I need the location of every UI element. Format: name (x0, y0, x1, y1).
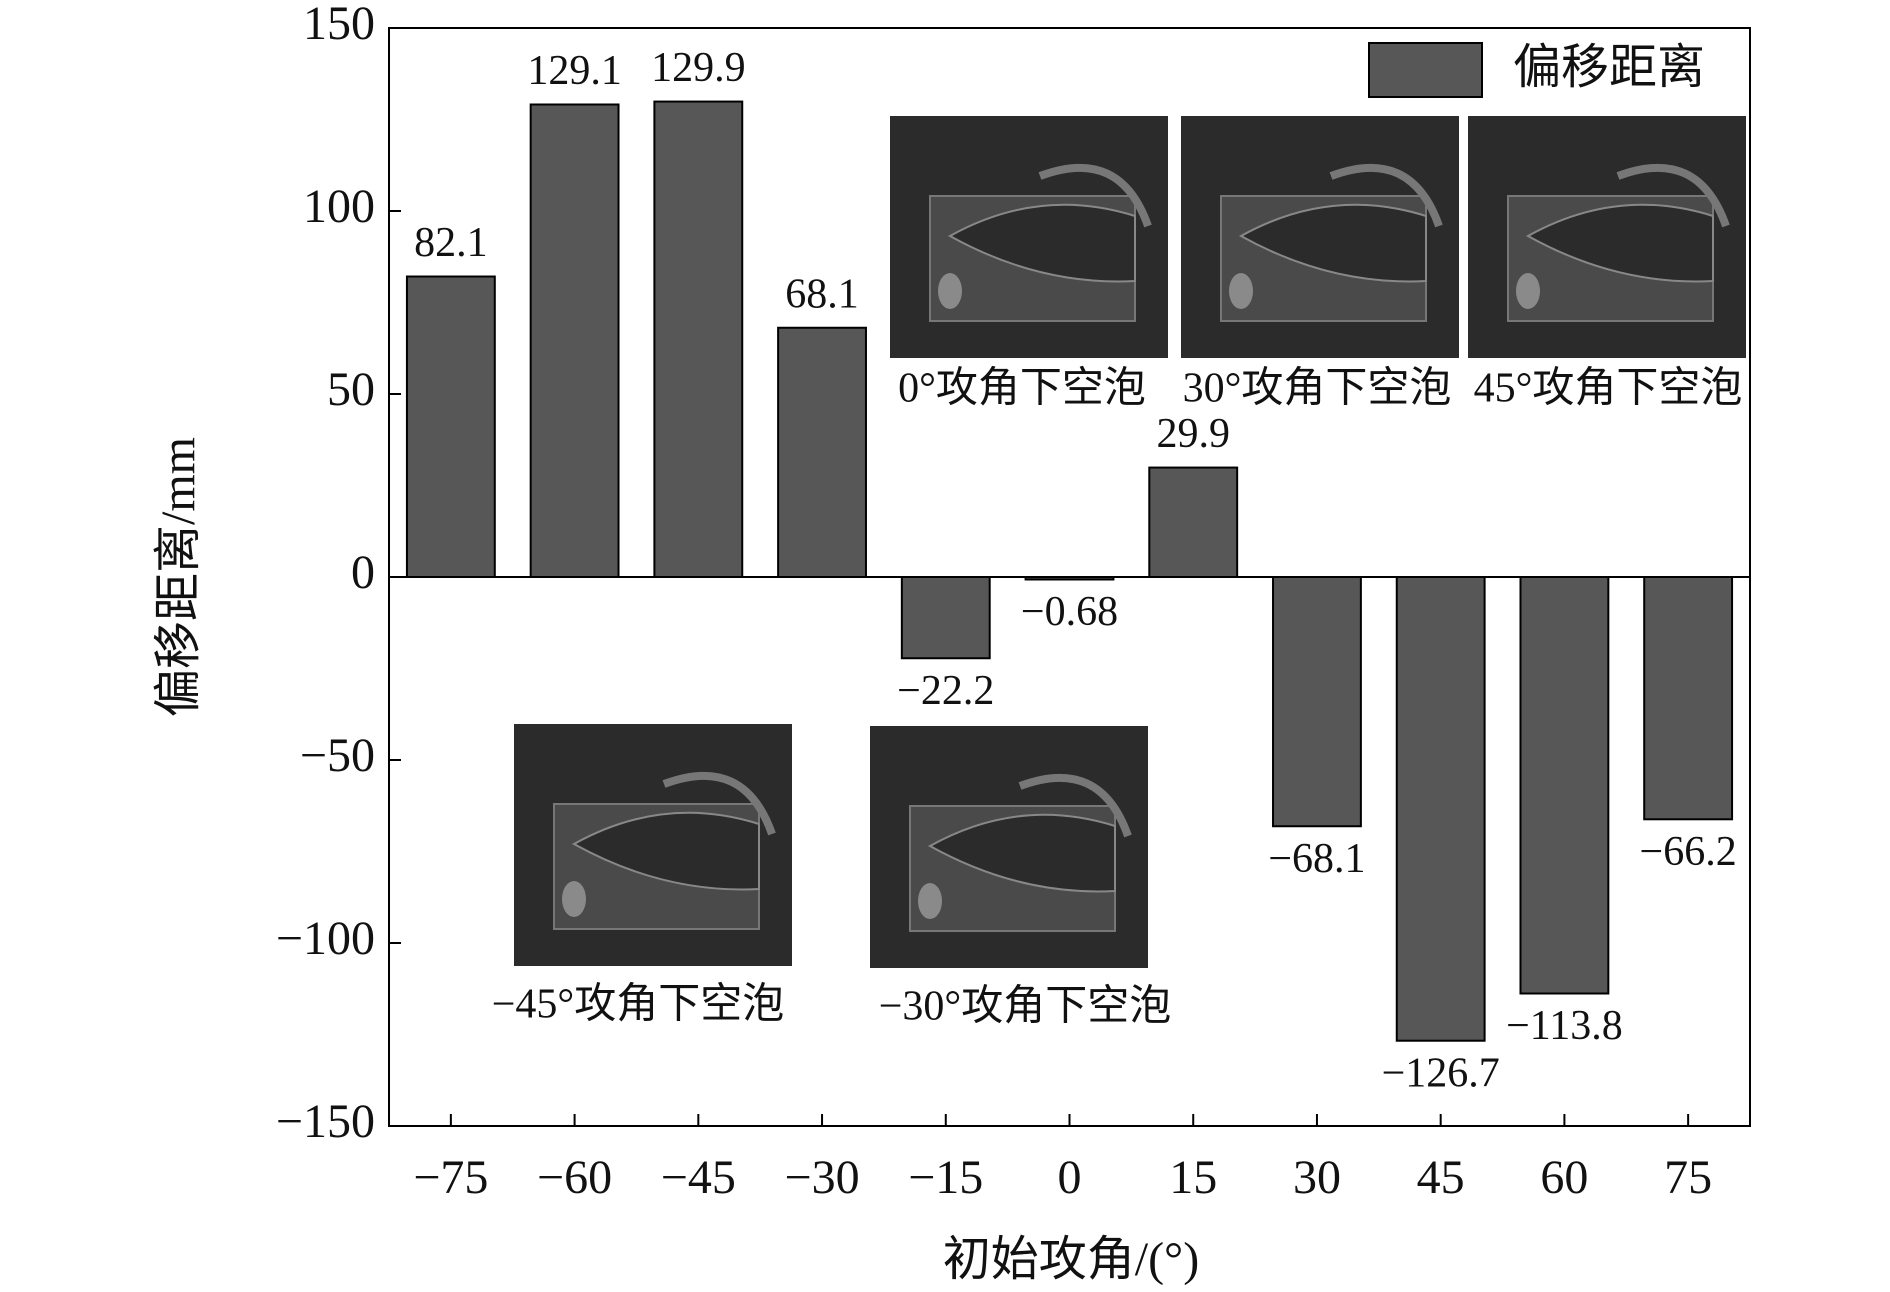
x-tick-label: −75 (413, 1151, 488, 1204)
value-label: 129.1 (527, 48, 622, 94)
cavity-hollow (1238, 203, 1427, 283)
x-tick-label: 30 (1293, 1151, 1341, 1204)
cavity-tail (1038, 163, 1152, 228)
y-tick-label: −150 (276, 1095, 375, 1148)
cavity-spot (918, 883, 942, 919)
y-tick-label: −50 (300, 729, 375, 782)
inset-caption: −45°攻角下空泡 (492, 981, 784, 1028)
cavity-spot (1516, 273, 1540, 309)
bar (1272, 576, 1362, 828)
inset-caption: 30°攻角下空泡 (1183, 365, 1452, 412)
x-tick-label: −60 (537, 1151, 612, 1204)
x-tick-label: 60 (1540, 1151, 1588, 1204)
bar (529, 103, 620, 579)
value-label: 82.1 (414, 220, 488, 266)
value-label: −113.8 (1506, 1003, 1623, 1049)
value-label: 68.1 (785, 271, 859, 317)
value-label: 29.9 (1156, 411, 1230, 457)
cavity-tail (662, 771, 776, 836)
x-tick-label: 75 (1664, 1151, 1712, 1204)
bar (1519, 576, 1610, 995)
cavity-spot (562, 881, 586, 917)
value-label: −66.2 (1640, 829, 1737, 875)
bar (1148, 466, 1239, 579)
inset-image (890, 116, 1168, 358)
legend-label: 偏移距离 (1513, 41, 1705, 94)
bar (900, 576, 991, 660)
inset-image (870, 726, 1148, 968)
legend-swatch (1368, 42, 1483, 98)
inset-caption: −30°攻角下空泡 (879, 983, 1171, 1030)
bar (777, 326, 867, 578)
cavity-tail (1616, 163, 1730, 228)
x-tick-label: 0 (1058, 1151, 1082, 1204)
inset-image (1468, 116, 1746, 358)
y-axis-title: 偏移距离/mm (152, 437, 205, 717)
cavity-spot (1229, 273, 1253, 309)
inset-caption: 0°攻角下空泡 (898, 365, 1146, 412)
cavity-tail (1018, 773, 1132, 838)
value-label: −126.7 (1382, 1050, 1500, 1096)
bar (405, 275, 496, 578)
cavity-tail (1329, 163, 1443, 228)
bar (1395, 576, 1486, 1042)
inset-caption: 45°攻角下空泡 (1474, 365, 1743, 412)
inset-image (514, 724, 792, 966)
cavity-spot (938, 273, 962, 309)
bar (653, 100, 744, 578)
x-tick-label: −15 (908, 1151, 983, 1204)
x-tick-label: 45 (1417, 1151, 1465, 1204)
value-label: −0.68 (1021, 589, 1118, 635)
bar (1643, 576, 1734, 821)
inset-image (1181, 116, 1459, 358)
x-tick-label: 15 (1169, 1151, 1217, 1204)
cavity-hollow (947, 203, 1136, 283)
value-label: 129.9 (651, 45, 746, 91)
y-tick-label: 0 (351, 546, 375, 599)
y-tick-label: 50 (327, 363, 375, 416)
cavity-hollow (1525, 203, 1714, 283)
y-tick-label: 150 (303, 0, 375, 50)
y-tick-label: 100 (303, 180, 375, 233)
cavity-hollow (927, 813, 1116, 893)
x-axis-title: 初始攻角/(°) (943, 1233, 1200, 1286)
value-label: −22.2 (897, 668, 994, 714)
cavity-hollow (571, 811, 760, 891)
x-tick-label: −45 (661, 1151, 736, 1204)
x-tick-label: −30 (785, 1151, 860, 1204)
y-tick-label: −100 (276, 912, 375, 965)
value-label: −68.1 (1268, 836, 1365, 882)
plot-frame (388, 27, 1751, 1127)
